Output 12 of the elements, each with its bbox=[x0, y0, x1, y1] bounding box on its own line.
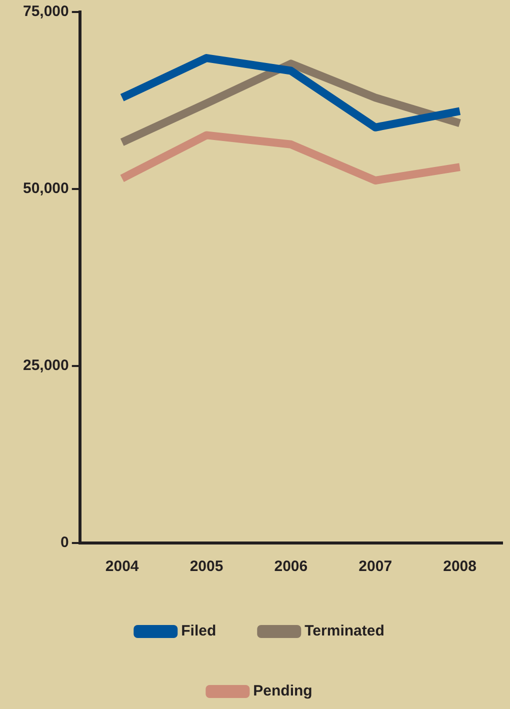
y-tick-label: 50,000 bbox=[22, 180, 69, 198]
y-tick-label: 25,000 bbox=[22, 357, 69, 374]
x-tick-label: 2005 bbox=[190, 558, 224, 576]
y-tick-label: 0 bbox=[60, 534, 69, 552]
legend-label: Filed bbox=[181, 622, 216, 640]
x-tick-label: 2008 bbox=[443, 558, 476, 576]
legend-label: Terminated bbox=[304, 622, 384, 640]
legend-label: Pending bbox=[253, 682, 312, 700]
x-tick-label: 2007 bbox=[358, 558, 392, 576]
x-tick-label: 2004 bbox=[105, 558, 140, 576]
x-tick-label: 2006 bbox=[274, 558, 308, 576]
y-tick-label: 75,000 bbox=[22, 3, 69, 20]
